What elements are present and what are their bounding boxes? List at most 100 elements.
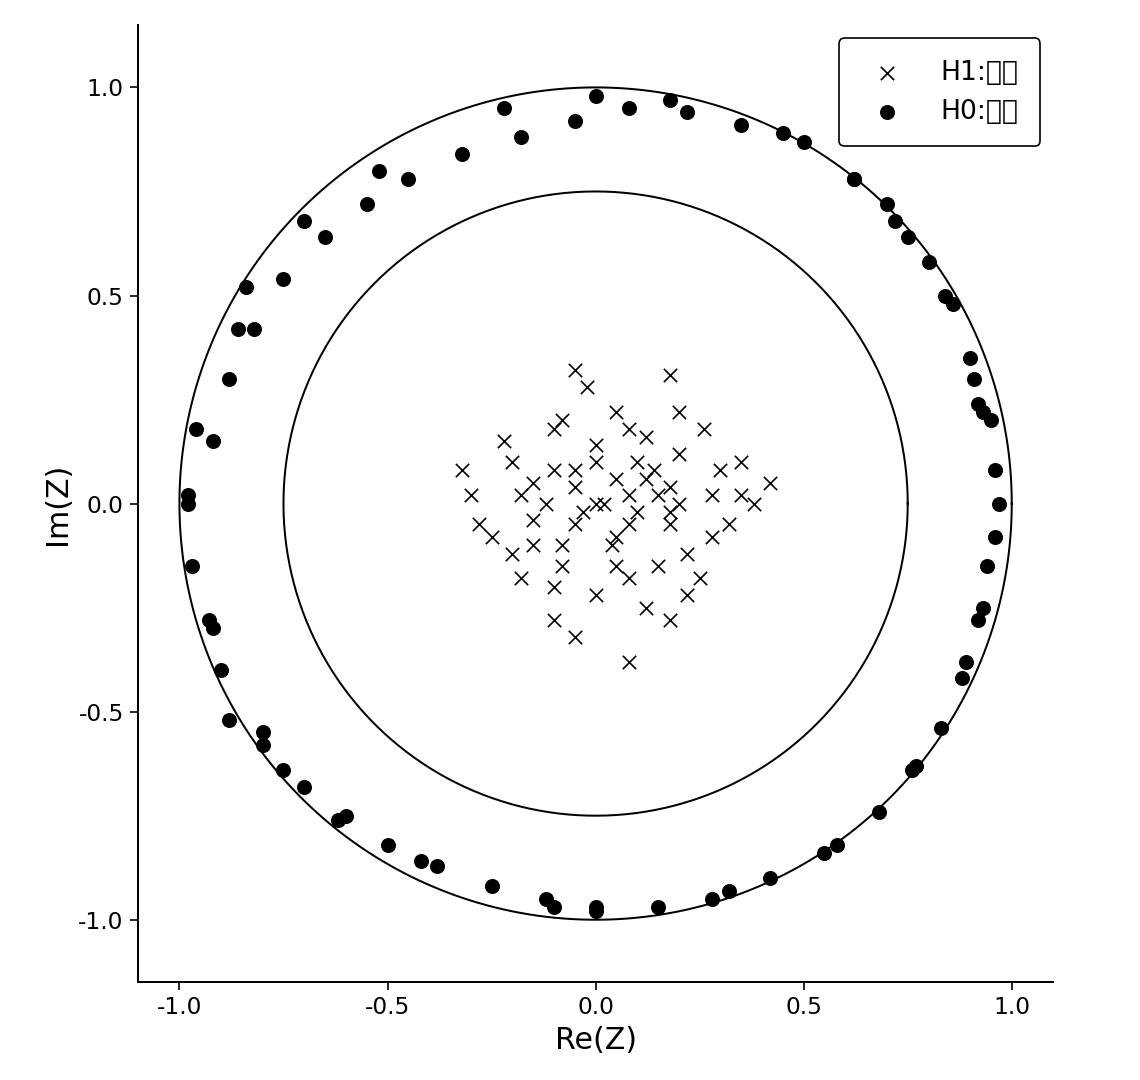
H1:故障	[678, 545, 697, 563]
H0:正常	[370, 162, 389, 179]
H1:故障	[524, 512, 543, 529]
H1:故障	[661, 516, 679, 534]
H0:正常	[969, 395, 987, 413]
H0:正常	[845, 171, 863, 188]
H1:故障	[608, 557, 626, 575]
H1:故障	[573, 503, 592, 521]
H1:故障	[545, 578, 563, 595]
H1:故障	[620, 653, 638, 671]
H1:故障	[586, 495, 604, 512]
H1:故障	[744, 495, 763, 512]
H0:正常	[253, 737, 271, 754]
H1:故障	[553, 537, 571, 554]
H0:正常	[774, 124, 792, 141]
H1:故障	[545, 420, 563, 437]
H0:正常	[182, 557, 201, 575]
H0:正常	[179, 495, 197, 512]
H0:正常	[245, 320, 263, 337]
H1:故障	[470, 516, 488, 534]
H0:正常	[620, 99, 638, 117]
H0:正常	[545, 899, 563, 916]
H1:故障	[595, 495, 613, 512]
H0:正常	[204, 620, 222, 637]
H1:故障	[565, 461, 584, 478]
H0:正常	[204, 432, 222, 449]
H1:故障	[565, 516, 584, 534]
H0:正常	[295, 212, 314, 229]
H0:正常	[974, 404, 992, 421]
H0:正常	[649, 899, 667, 916]
H1:故障	[503, 545, 521, 563]
H0:正常	[919, 254, 937, 271]
H1:故障	[719, 516, 738, 534]
H1:故障	[661, 478, 679, 496]
H0:正常	[982, 411, 1000, 429]
H0:正常	[969, 611, 987, 629]
H0:正常	[978, 557, 996, 575]
H0:正常	[886, 212, 904, 229]
H1:故障	[649, 487, 667, 504]
H1:故障	[586, 586, 604, 604]
H0:正常	[179, 487, 197, 504]
H0:正常	[429, 858, 447, 875]
H0:正常	[586, 903, 604, 920]
H1:故障	[565, 478, 584, 496]
H0:正常	[495, 99, 513, 117]
H1:故障	[711, 461, 730, 478]
H1:故障	[537, 495, 555, 512]
H0:正常	[295, 778, 314, 795]
H1:故障	[691, 570, 709, 588]
H1:故障	[645, 461, 663, 478]
H0:正常	[482, 878, 500, 895]
H0:正常	[358, 195, 376, 213]
H1:故障	[628, 454, 646, 471]
H0:正常	[991, 495, 1009, 512]
H0:正常	[253, 724, 271, 741]
H0:正常	[986, 461, 1004, 478]
H0:正常	[212, 661, 230, 678]
H1:故障	[608, 528, 626, 545]
H0:正常	[237, 279, 255, 296]
H1:故障	[694, 420, 712, 437]
H0:正常	[412, 853, 430, 870]
H0:正常	[795, 133, 813, 150]
H0:正常	[903, 761, 921, 779]
H1:故障	[620, 570, 638, 588]
H1:故障	[732, 454, 750, 471]
H1:故障	[462, 487, 480, 504]
H1:故障	[524, 474, 543, 491]
H0:正常	[399, 171, 417, 188]
H0:正常	[454, 146, 472, 163]
Y-axis label: Im(Z): Im(Z)	[42, 462, 72, 544]
H0:正常	[275, 761, 293, 779]
H1:故障	[524, 537, 543, 554]
H0:正常	[187, 420, 205, 437]
H0:正常	[845, 171, 863, 188]
H1:故障	[669, 404, 687, 421]
H1:故障	[620, 420, 638, 437]
H1:故障	[620, 516, 638, 534]
H0:正常	[586, 87, 604, 105]
H1:故障	[503, 454, 521, 471]
H1:故障	[512, 487, 530, 504]
Legend: H1:故障, H0:正常: H1:故障, H0:正常	[839, 38, 1040, 146]
H1:故障	[661, 611, 679, 629]
H0:正常	[974, 599, 992, 617]
H0:正常	[537, 890, 555, 907]
H1:故障	[578, 378, 596, 395]
H0:正常	[316, 229, 334, 246]
H0:正常	[936, 287, 954, 305]
H1:故障	[620, 487, 638, 504]
H0:正常	[878, 195, 896, 213]
H0:正常	[956, 653, 975, 671]
H1:故障	[636, 470, 654, 487]
H0:正常	[961, 349, 979, 366]
H1:故障	[454, 461, 472, 478]
H1:故障	[669, 495, 687, 512]
H0:正常	[229, 320, 247, 337]
H0:正常	[703, 890, 722, 907]
X-axis label: Re(Z): Re(Z)	[554, 1026, 636, 1055]
H0:正常	[275, 270, 293, 287]
H0:正常	[719, 882, 738, 900]
H0:正常	[378, 836, 397, 853]
